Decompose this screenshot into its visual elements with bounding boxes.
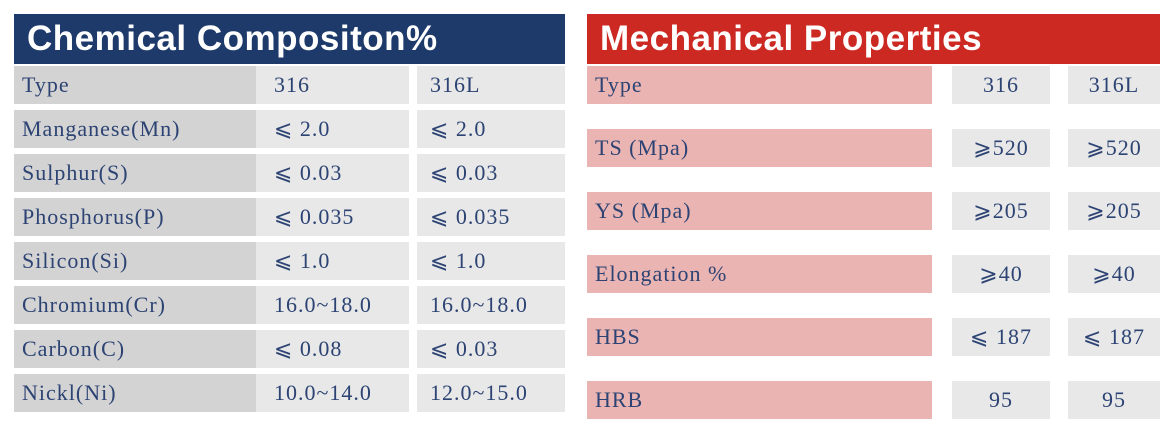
row-label-cell: TS (Mpa): [587, 129, 932, 167]
value-cell-316l: ⩽ 0.03: [417, 330, 565, 368]
row-label-cell: Type: [587, 66, 932, 104]
value-cell-316l: ⩽ 2.0: [417, 110, 565, 148]
value-cell-316: ⩾520: [952, 129, 1050, 167]
value-cell-316l: 316L: [1068, 66, 1160, 104]
row-label-cell: Phosphorus(P): [14, 198, 256, 236]
value-cell-316l: ⩾205: [1068, 192, 1160, 230]
value-cell-316l: ⩾40: [1068, 255, 1160, 293]
value-cell-316: ⩾205: [952, 192, 1050, 230]
value-cell-316l: 12.0~15.0: [417, 374, 565, 412]
table-row: Nickl(Ni) 10.0~14.0 12.0~15.0: [14, 374, 565, 412]
table-row: Silicon(Si) ⩽ 1.0 ⩽ 1.0: [14, 242, 565, 280]
table-row: Manganese(Mn) ⩽ 2.0 ⩽ 2.0: [14, 110, 565, 148]
value-cell-316l: 16.0~18.0: [417, 286, 565, 324]
value-cell-316l: ⩾520: [1068, 129, 1160, 167]
value-cell-316: ⩽ 0.08: [256, 330, 409, 368]
table-row: Sulphur(S) ⩽ 0.03 ⩽ 0.03: [14, 154, 565, 192]
table-row: Elongation % ⩾40 ⩾40: [587, 255, 1160, 293]
row-label-cell: HBS: [587, 318, 932, 356]
table-row: TS (Mpa) ⩾520 ⩾520: [587, 129, 1160, 167]
row-label-cell: Sulphur(S): [14, 154, 256, 192]
value-cell-316: ⩽ 0.035: [256, 198, 409, 236]
mechanical-table-rows: Type 316 316L TS (Mpa) ⩾520 ⩾520 YS (Mpa…: [587, 66, 1160, 419]
row-label-cell: Type: [14, 66, 256, 104]
row-label-cell: YS (Mpa): [587, 192, 932, 230]
row-label-cell: Silicon(Si): [14, 242, 256, 280]
value-cell-316l: ⩽ 0.03: [417, 154, 565, 192]
value-cell-316: 10.0~14.0: [256, 374, 409, 412]
value-cell-316l: ⩽ 187: [1068, 318, 1160, 356]
row-label-cell: Nickl(Ni): [14, 374, 256, 412]
mechanical-table-title: Mechanical Properties: [600, 19, 983, 58]
value-cell-316l: ⩽ 0.035: [417, 198, 565, 236]
chemical-composition-table: Chemical Compositon% Type 316 316L Manga…: [14, 14, 565, 412]
table-row: Carbon(C) ⩽ 0.08 ⩽ 0.03: [14, 330, 565, 368]
value-cell-316: 316: [952, 66, 1050, 104]
value-cell-316: ⩾40: [952, 255, 1050, 293]
table-row: Chromium(Cr) 16.0~18.0 16.0~18.0: [14, 286, 565, 324]
row-label-cell: Chromium(Cr): [14, 286, 256, 324]
value-cell-316: ⩽ 187: [952, 318, 1050, 356]
chemical-table-header: Chemical Compositon%: [14, 14, 565, 64]
row-label-cell: Elongation %: [587, 255, 932, 293]
value-cell-316: ⩽ 2.0: [256, 110, 409, 148]
row-label-cell: HRB: [587, 381, 932, 419]
table-row: HRB 95 95: [587, 381, 1160, 419]
table-row: HBS ⩽ 187 ⩽ 187: [587, 318, 1160, 356]
mechanical-properties-table: Mechanical Properties Type 316 316L TS (…: [587, 14, 1160, 419]
table-row: Type 316 316L: [587, 66, 1160, 104]
mechanical-table-header: Mechanical Properties: [587, 14, 1160, 64]
row-label-cell: Manganese(Mn): [14, 110, 256, 148]
table-row: YS (Mpa) ⩾205 ⩾205: [587, 192, 1160, 230]
value-cell-316: ⩽ 1.0: [256, 242, 409, 280]
value-cell-316l: 95: [1068, 381, 1160, 419]
row-label-cell: Carbon(C): [14, 330, 256, 368]
value-cell-316l: ⩽ 1.0: [417, 242, 565, 280]
value-cell-316: ⩽ 0.03: [256, 154, 409, 192]
value-cell-316: 16.0~18.0: [256, 286, 409, 324]
table-row: Phosphorus(P) ⩽ 0.035 ⩽ 0.035: [14, 198, 565, 236]
value-cell-316l: 316L: [417, 66, 565, 104]
value-cell-316: 95: [952, 381, 1050, 419]
chemical-table-rows: Type 316 316L Manganese(Mn) ⩽ 2.0 ⩽ 2.0 …: [14, 66, 565, 412]
value-cell-316: 316: [256, 66, 409, 104]
chemical-table-title: Chemical Compositon%: [27, 19, 438, 58]
table-row: Type 316 316L: [14, 66, 565, 104]
